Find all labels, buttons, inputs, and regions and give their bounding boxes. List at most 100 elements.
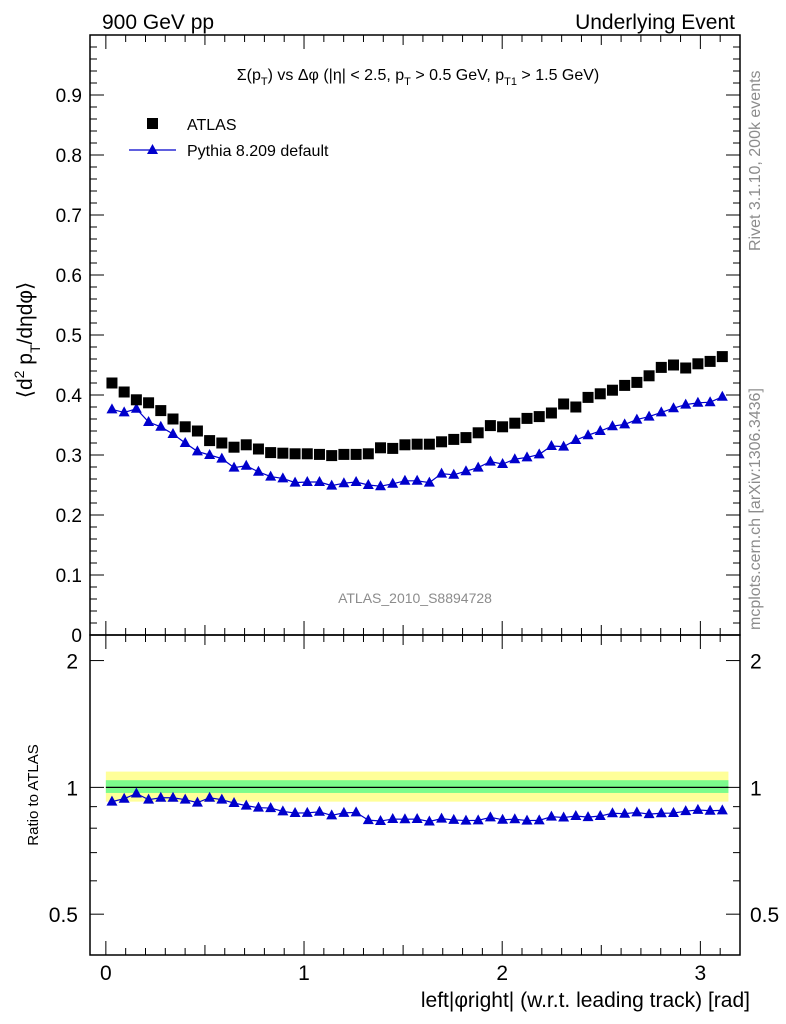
main-y-tick-label: 0.8 bbox=[56, 146, 82, 167]
atlas-point bbox=[106, 377, 118, 389]
ratio-pythia-point bbox=[594, 810, 606, 821]
pythia-point bbox=[460, 465, 472, 476]
ratio-pythia-point bbox=[228, 797, 240, 808]
legend-pythia-marker bbox=[147, 144, 158, 154]
ratio-pythia-point bbox=[521, 814, 533, 825]
pythia-point bbox=[606, 420, 618, 431]
ratio-y-tick-label-right: 1 bbox=[750, 777, 762, 800]
pythia-point bbox=[509, 453, 521, 464]
ratio-pythia-point bbox=[680, 805, 692, 816]
ratio-pythia-point bbox=[130, 787, 142, 798]
atlas-point bbox=[387, 442, 399, 454]
main-y-tick-label: 0.4 bbox=[56, 386, 83, 407]
pythia-point bbox=[143, 416, 155, 426]
ratio-pythia-point bbox=[509, 813, 521, 824]
atlas-point bbox=[289, 448, 301, 460]
ratio-pythia-point bbox=[362, 814, 374, 825]
header-right-label: Underlying Event bbox=[575, 11, 735, 34]
pythia-point bbox=[313, 476, 325, 486]
ratio-pythia-point bbox=[704, 804, 716, 815]
ratio-pythia-point bbox=[252, 801, 264, 812]
atlas-point bbox=[143, 397, 155, 409]
atlas-point bbox=[362, 448, 374, 460]
ratio-pythia-point bbox=[423, 815, 435, 826]
pythia-point bbox=[484, 455, 496, 466]
ratio-pythia-point bbox=[399, 813, 411, 824]
ratio-pythia-point bbox=[448, 813, 460, 824]
main-plot-title: Σ(pT) vs Δφ (|η| < 2.5, pT > 0.5 GeV, pT… bbox=[237, 67, 600, 88]
pythia-point bbox=[167, 428, 179, 438]
pythia-point bbox=[130, 402, 142, 413]
ratio-pythia-point bbox=[436, 812, 448, 823]
main-y-tick-label: 0 bbox=[71, 626, 82, 647]
ratio-y-tick-label-right: 0.5 bbox=[750, 904, 779, 927]
atlas-point bbox=[167, 413, 179, 425]
x-axis-label: left|φright| (w.r.t. leading track) [rad… bbox=[421, 989, 750, 1012]
atlas-point bbox=[277, 447, 289, 459]
ratio-pythia-point bbox=[692, 803, 704, 814]
ratio-uncertainty-band-inner bbox=[105, 780, 729, 793]
main-y-tick-label: 0.1 bbox=[56, 566, 82, 587]
ratio-pythia-point bbox=[643, 808, 655, 819]
pythia-point bbox=[448, 468, 460, 479]
atlas-point bbox=[655, 361, 667, 373]
pythia-point bbox=[326, 479, 338, 490]
ratio-pythia-point bbox=[533, 814, 545, 825]
ratio-y-axis-label: Ratio to ATLAS bbox=[25, 744, 42, 845]
atlas-point bbox=[423, 438, 435, 450]
main-y-tick-label: 0.2 bbox=[56, 506, 82, 527]
legend-pythia-label: Pythia 8.209 default bbox=[187, 143, 329, 160]
ratio-pythia-point bbox=[411, 813, 423, 824]
ratio-pythia-point bbox=[277, 805, 289, 816]
atlas-point bbox=[399, 439, 411, 451]
atlas-point bbox=[411, 438, 423, 450]
atlas-point bbox=[619, 379, 631, 391]
pythia-point bbox=[667, 402, 679, 413]
ratio-pythia-point bbox=[289, 807, 301, 818]
pythia-point bbox=[252, 465, 264, 476]
ratio-pythia-point bbox=[167, 791, 179, 802]
pythia-point bbox=[118, 406, 130, 417]
ratio-y-tick-label: 1 bbox=[66, 777, 78, 800]
pythia-point bbox=[411, 474, 423, 485]
pythia-point bbox=[179, 437, 191, 447]
pythia-point bbox=[582, 429, 594, 440]
pythia-point bbox=[155, 420, 167, 431]
ratio-pythia-point bbox=[606, 807, 618, 818]
ratio-pythia-point bbox=[301, 806, 313, 817]
atlas-point bbox=[704, 355, 716, 367]
atlas-point bbox=[313, 448, 325, 460]
rivet-version-label: Rivet 3.1.10, 200k events bbox=[747, 70, 764, 251]
atlas-point bbox=[545, 407, 557, 419]
pythia-point bbox=[570, 434, 582, 444]
ratio-pythia-point bbox=[387, 813, 399, 824]
ratio-pythia-point bbox=[460, 814, 472, 825]
atlas-point bbox=[521, 412, 533, 424]
ratio-pythia-point bbox=[716, 804, 728, 815]
ratio-pythia-point bbox=[619, 807, 631, 818]
ratio-pythia-point bbox=[472, 814, 484, 825]
pythia-point bbox=[387, 477, 399, 488]
ratio-pythia-point bbox=[313, 805, 325, 816]
legend: ATLAS Pythia 8.209 default bbox=[129, 117, 329, 160]
main-y-tick-label: 0.3 bbox=[56, 446, 82, 467]
main-y-tick-label: 0.9 bbox=[56, 86, 82, 107]
pythia-point bbox=[436, 467, 448, 478]
pythia-point bbox=[204, 449, 216, 459]
legend-atlas-marker bbox=[147, 118, 158, 129]
pythia-point bbox=[704, 396, 716, 407]
atlas-point bbox=[301, 448, 313, 460]
ratio-axis-ticks bbox=[90, 635, 741, 956]
x-tick-label: 0 bbox=[100, 962, 112, 985]
ratio-pythia-point bbox=[497, 813, 509, 824]
ratio-y-tick-label-right: 2 bbox=[750, 651, 762, 674]
ratio-pythia-point bbox=[155, 791, 167, 802]
main-y-tick-label: 0.7 bbox=[56, 206, 82, 227]
pythia-point bbox=[362, 479, 374, 489]
main-y-tick-label: 0.6 bbox=[56, 266, 82, 287]
pythia-point bbox=[399, 474, 411, 485]
atlas-point bbox=[228, 441, 240, 453]
pythia-point bbox=[680, 398, 692, 409]
ratio-pythia-point bbox=[582, 811, 594, 822]
